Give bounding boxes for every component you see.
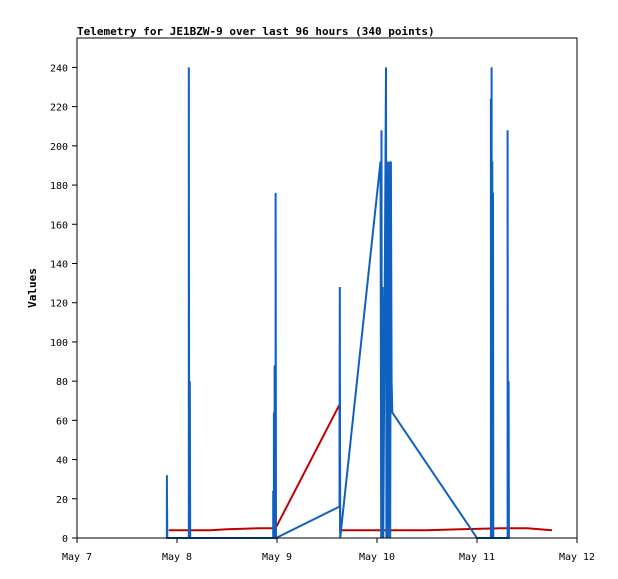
y-tick-label: 20 bbox=[56, 495, 68, 506]
x-tick-label: May 11 bbox=[459, 552, 495, 563]
y-tick-label: 140 bbox=[50, 259, 68, 270]
chart-title: Telemetry for JE1BZW-9 over last 96 hour… bbox=[77, 25, 435, 38]
y-tick-label: 120 bbox=[50, 299, 68, 310]
y-axis-label: Values bbox=[26, 268, 39, 308]
y-tick-label: 0 bbox=[62, 534, 68, 545]
y-tick-label: 180 bbox=[50, 181, 68, 192]
y-tick-label: 40 bbox=[56, 456, 68, 467]
series-line-1 bbox=[165, 67, 510, 540]
series-layer bbox=[165, 67, 553, 540]
x-tick-label: May 9 bbox=[262, 552, 292, 563]
y-tick-label: 240 bbox=[50, 63, 68, 74]
y-tick-label: 100 bbox=[50, 338, 68, 349]
series-line-0 bbox=[168, 404, 553, 532]
y-tick-label: 160 bbox=[50, 220, 68, 231]
x-tick-label: May 8 bbox=[162, 552, 192, 563]
y-tick-label: 200 bbox=[50, 142, 68, 153]
y-tick-label: 220 bbox=[50, 103, 68, 114]
y-tick-label: 60 bbox=[56, 416, 68, 427]
axis-ticks: 0 20 40 60 80 100 120 140 160 180 200 220 240 May 7 Ma… bbox=[50, 63, 595, 563]
x-tick-label: May 10 bbox=[359, 552, 395, 563]
y-tick-label: 80 bbox=[56, 377, 68, 388]
x-tick-label: May 12 bbox=[559, 552, 595, 563]
plot-area-frame bbox=[76, 37, 578, 539]
x-tick-label: May 7 bbox=[62, 552, 92, 563]
